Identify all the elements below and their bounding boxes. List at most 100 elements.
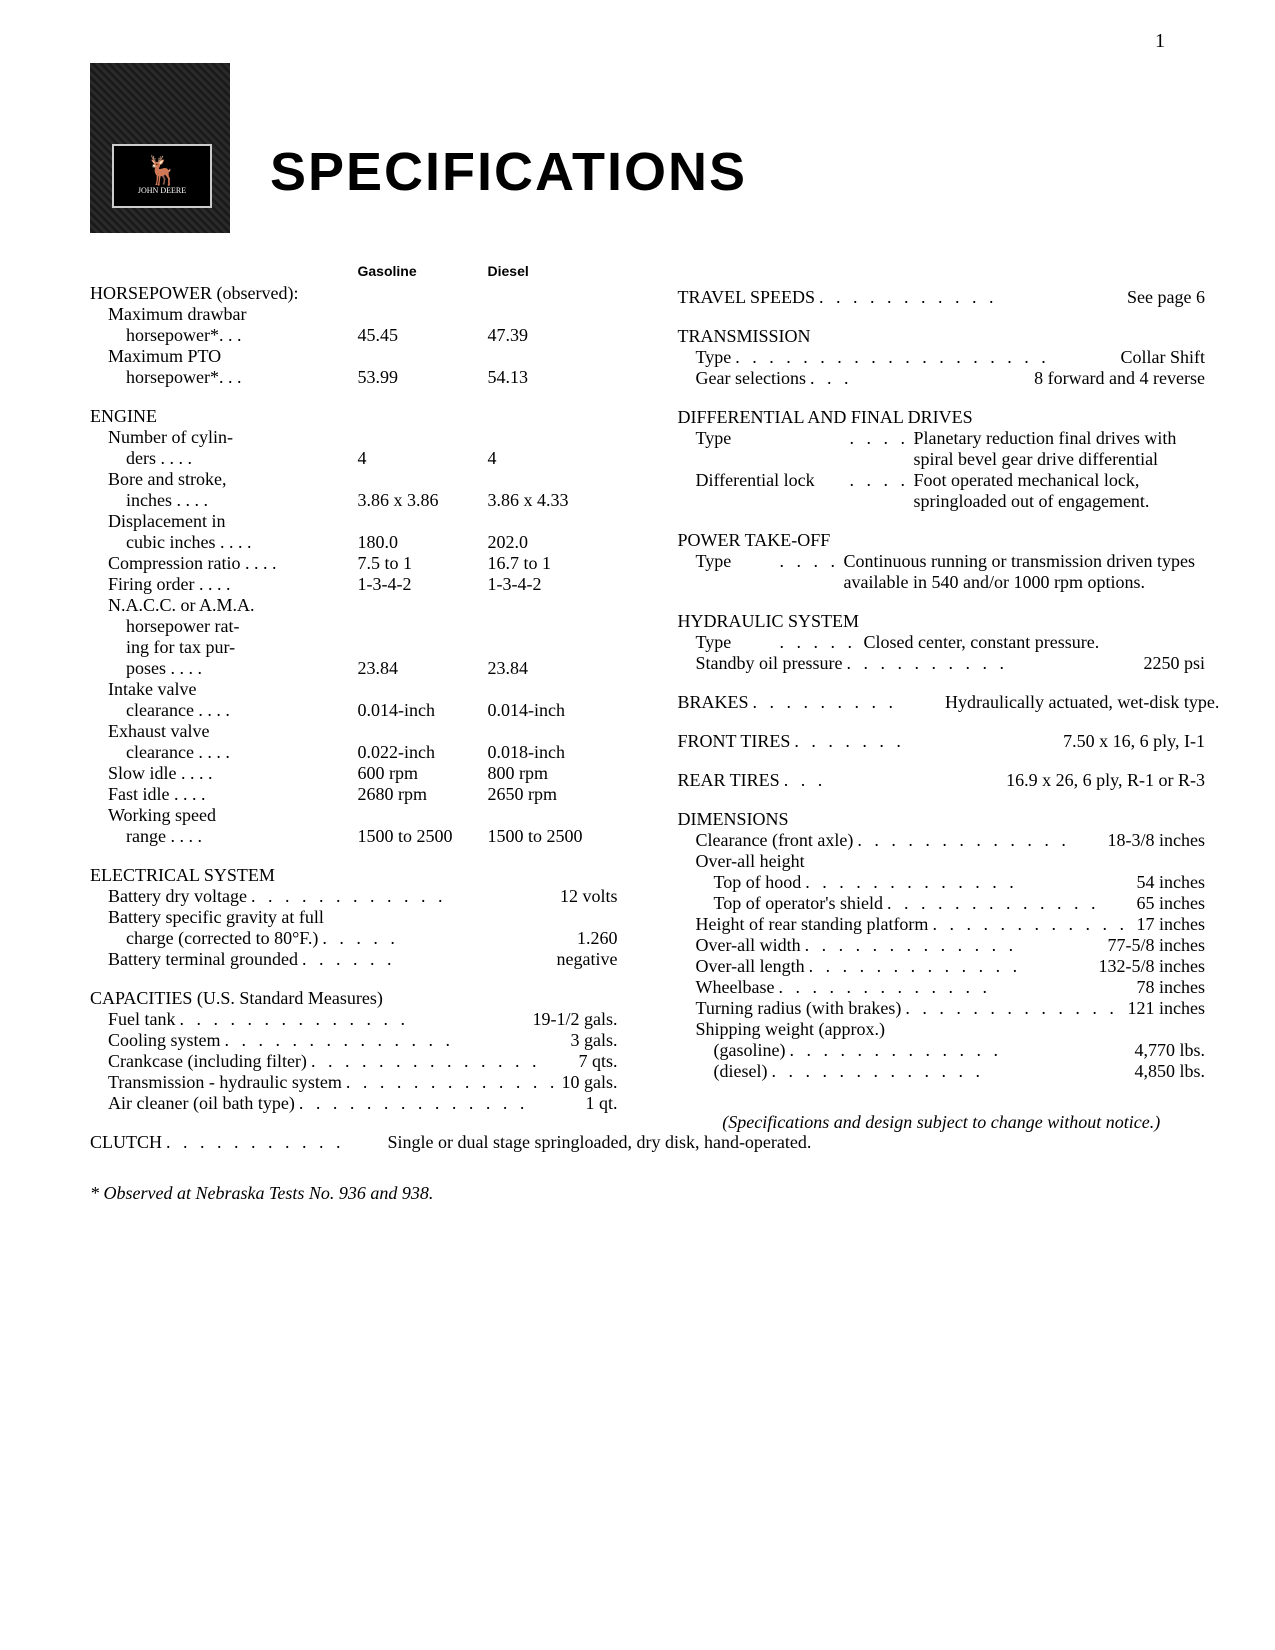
spec-value: 17 inches [1137, 914, 1205, 935]
spec-value: 1500 to 2500 [488, 826, 618, 847]
spec-value: 54.13 [488, 367, 618, 388]
spec-value: 2650 rpm [488, 784, 618, 805]
brakes-label: BRAKES [678, 692, 749, 713]
spec-label: Height of rear standing platform [696, 914, 929, 935]
spec-value: 7 qts. [578, 1051, 617, 1072]
spec-label: Intake valve [90, 679, 358, 700]
horsepower-title: HORSEPOWER (observed): [90, 283, 358, 304]
spec-label: Shipping weight (approx.) [696, 1019, 885, 1040]
spec-label: Working speed [90, 805, 358, 826]
hydraulic-title: HYDRAULIC SYSTEM [678, 611, 860, 632]
clutch-section: CLUTCH . . . . . . . . . . . Single or d… [90, 1132, 618, 1153]
spec-value: 4 [358, 448, 488, 469]
spec-value: 78 inches [1137, 977, 1205, 998]
brakes-section: BRAKES. . . . . . . . .Hydraulically act… [678, 692, 1206, 713]
brand-logo: 🦌 JOHN DEERE [90, 63, 230, 233]
spec-label: Battery specific gravity at full [108, 907, 324, 928]
spec-value: 800 rpm [488, 763, 618, 784]
page-title: SPECIFICATIONS [270, 141, 747, 203]
spec-value: 3.86 x 4.33 [488, 490, 618, 511]
spec-value: 0.014-inch [488, 700, 618, 721]
pto-section: POWER TAKE-OFF Type. . . . . . . . .Cont… [678, 530, 1206, 593]
spec-label: Standby oil pressure [696, 653, 843, 674]
spec-value: 53.99 [358, 367, 488, 388]
spec-label: ders . . . . [90, 448, 358, 469]
spec-label: horsepower* [126, 325, 219, 345]
front-tires-value: 7.50 x 16, 6 ply, I-1 [1063, 731, 1205, 752]
spec-value: Continuous running or transmission drive… [844, 551, 1206, 593]
column-headers: Gasoline Diesel [90, 263, 618, 279]
spec-value: Collar Shift [1121, 347, 1206, 368]
spec-label: charge (corrected to 80°F.) [126, 928, 318, 949]
spec-label: Type [696, 632, 776, 653]
spec-label: Gear selections [696, 368, 806, 389]
left-footnote: * Observed at Nebraska Tests No. 936 and… [90, 1183, 618, 1204]
spec-label: poses . . . . [90, 658, 358, 679]
spec-value: 47.39 [488, 325, 618, 346]
spec-value: 18-3/8 inches [1108, 830, 1205, 851]
engine-section: ENGINE Number of cylin-ders . . . .44Bor… [90, 406, 618, 847]
header-gasoline: Gasoline [358, 263, 488, 279]
spec-value: Foot operated mechanical lock, springloa… [914, 470, 1206, 512]
spec-value: 1 qt. [585, 1093, 617, 1114]
spec-label: Fuel tank [108, 1009, 176, 1030]
spec-value: 8 forward and 4 reverse [1034, 368, 1205, 389]
spec-value: 2250 psi [1143, 653, 1205, 674]
clutch-value: Single or dual stage springloaded, dry d… [388, 1132, 618, 1153]
spec-value: 0.014-inch [358, 700, 488, 721]
spec-label: Turning radius (with brakes) [696, 998, 902, 1019]
spec-label: Fast idle . . . . [90, 784, 358, 805]
page-number: 1 [90, 30, 1205, 53]
spec-label: Type [696, 428, 846, 449]
spec-label: horsepower rat- [90, 616, 358, 637]
spec-value: 54 inches [1137, 872, 1205, 893]
header-diesel: Diesel [488, 263, 618, 279]
spec-label: Clearance (front axle) [696, 830, 854, 851]
spec-value: 121 inches [1128, 998, 1205, 1019]
spec-label: Over-all height [696, 851, 805, 872]
spec-value: 1-3-4-2 [488, 574, 618, 595]
horsepower-section: HORSEPOWER (observed): Maximum drawbar h… [90, 283, 618, 388]
spec-value: 0.022-inch [358, 742, 488, 763]
spec-label: Firing order . . . . [90, 574, 358, 595]
spec-value: 4,770 lbs. [1134, 1040, 1205, 1061]
spec-label: (gasoline) [714, 1040, 786, 1061]
spec-label: Battery dry voltage [108, 886, 247, 907]
header: 🦌 JOHN DEERE SPECIFICATIONS [90, 63, 1205, 233]
hydraulic-section: HYDRAULIC SYSTEM Type. . . . . . . . .Cl… [678, 611, 1206, 674]
left-column: Gasoline Diesel HORSEPOWER (observed): M… [90, 263, 618, 1204]
spec-value: 1-3-4-2 [358, 574, 488, 595]
deer-icon: 🦌 [145, 158, 180, 186]
spec-label: Air cleaner (oil bath type) [108, 1093, 295, 1114]
spec-value: 77-5/8 inches [1108, 935, 1205, 956]
spec-value: 7.5 to 1 [358, 553, 488, 574]
spec-label: Cooling system [108, 1030, 221, 1051]
rear-tires-section: REAR TIRES. . .16.9 x 26, 6 ply, R-1 or … [678, 770, 1206, 791]
spec-value: 1.260 [577, 928, 618, 949]
spec-label: Wheelbase [696, 977, 775, 998]
spec-label: Over-all length [696, 956, 805, 977]
spec-value: 65 inches [1137, 893, 1205, 914]
spec-value: 180.0 [358, 532, 488, 553]
spec-label: Over-all width [696, 935, 801, 956]
spec-label: cubic inches . . . . [90, 532, 358, 553]
spec-label: horsepower* [126, 367, 219, 387]
right-column: TRAVEL SPEEDS. . . . . . . . . . .See pa… [678, 263, 1206, 1204]
front-tires-label: FRONT TIRES [678, 731, 791, 752]
spec-label: Crankcase (including filter) [108, 1051, 307, 1072]
electrical-section: ELECTRICAL SYSTEM Battery dry voltage. .… [90, 865, 618, 970]
differential-title: DIFFERENTIAL AND FINAL DRIVES [678, 407, 973, 428]
spec-value: 0.018-inch [488, 742, 618, 763]
travel-speeds-label: TRAVEL SPEEDS [678, 287, 816, 308]
travel-speeds-value: See page 6 [1127, 287, 1205, 308]
travel-speeds-section: TRAVEL SPEEDS. . . . . . . . . . .See pa… [678, 287, 1206, 308]
spec-value: 4 [488, 448, 618, 469]
spec-label: Top of operator's shield [714, 893, 883, 914]
spec-label: Compression ratio . . . . [90, 553, 358, 574]
spec-label: Battery terminal grounded [108, 949, 298, 970]
spec-label: inches . . . . [90, 490, 358, 511]
spec-value: 132-5/8 inches [1099, 956, 1205, 977]
spec-label: clearance . . . . [90, 742, 358, 763]
brand-name: JOHN DEERE [138, 186, 186, 195]
electrical-title: ELECTRICAL SYSTEM [90, 865, 275, 886]
